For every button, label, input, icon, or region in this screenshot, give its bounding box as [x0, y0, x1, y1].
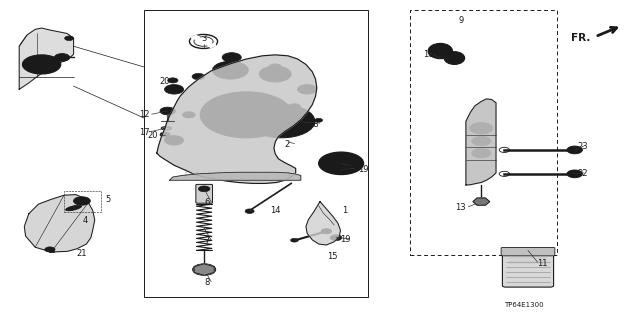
Text: 2: 2 [284, 140, 289, 149]
Circle shape [212, 61, 248, 79]
Circle shape [54, 54, 70, 61]
Circle shape [74, 197, 90, 205]
Text: 19: 19 [358, 165, 368, 174]
Text: 8: 8 [204, 278, 209, 287]
Text: 10: 10 [424, 50, 434, 59]
Polygon shape [306, 202, 340, 245]
Circle shape [28, 57, 56, 71]
Text: 1: 1 [342, 206, 347, 215]
Text: 4: 4 [83, 216, 88, 225]
Text: 11: 11 [538, 259, 548, 268]
Text: 5: 5 [105, 195, 110, 204]
Circle shape [170, 87, 179, 92]
Text: 3: 3 [201, 34, 206, 43]
Circle shape [192, 73, 205, 80]
Wedge shape [204, 41, 216, 48]
Circle shape [330, 235, 342, 241]
Circle shape [259, 66, 291, 82]
Circle shape [315, 118, 323, 122]
Circle shape [321, 229, 332, 234]
Circle shape [227, 55, 236, 60]
Circle shape [160, 107, 175, 115]
Text: 6: 6 [204, 198, 209, 207]
Circle shape [22, 55, 61, 74]
Circle shape [164, 136, 184, 145]
Text: 14: 14 [270, 206, 280, 215]
Circle shape [291, 238, 298, 242]
Circle shape [472, 148, 491, 158]
Circle shape [472, 136, 491, 146]
Circle shape [335, 167, 346, 173]
Circle shape [256, 108, 307, 134]
Circle shape [248, 105, 315, 138]
Circle shape [208, 96, 285, 134]
FancyBboxPatch shape [502, 249, 554, 287]
Circle shape [230, 108, 253, 119]
Text: 12: 12 [139, 110, 149, 119]
Circle shape [245, 209, 254, 213]
Polygon shape [24, 195, 95, 252]
Circle shape [182, 112, 195, 118]
Text: 19: 19 [340, 235, 351, 244]
Text: 18: 18 [308, 120, 319, 129]
Circle shape [319, 152, 364, 174]
Polygon shape [157, 55, 317, 183]
Text: 9: 9 [458, 16, 463, 25]
Circle shape [164, 85, 184, 94]
Circle shape [198, 266, 211, 273]
Polygon shape [19, 28, 74, 89]
Text: TP64E1300: TP64E1300 [504, 302, 543, 308]
Polygon shape [473, 198, 490, 205]
Polygon shape [194, 264, 214, 275]
Text: FR.: FR. [572, 33, 591, 43]
Circle shape [45, 247, 55, 252]
Text: 13: 13 [456, 203, 466, 212]
Text: 7: 7 [204, 236, 209, 245]
Circle shape [222, 53, 241, 62]
Text: 16: 16 [339, 165, 349, 174]
Text: 23: 23 [577, 142, 588, 151]
Ellipse shape [428, 43, 452, 59]
Text: 20: 20 [160, 77, 170, 86]
Polygon shape [170, 172, 301, 180]
Circle shape [266, 69, 285, 79]
Polygon shape [466, 99, 496, 185]
Circle shape [269, 115, 294, 128]
Text: 21: 21 [76, 249, 86, 258]
Text: 20: 20 [147, 131, 157, 140]
Circle shape [170, 138, 179, 143]
Circle shape [567, 170, 582, 178]
Circle shape [303, 87, 312, 92]
Text: 15: 15 [328, 252, 338, 261]
Circle shape [296, 121, 303, 124]
Circle shape [168, 78, 178, 83]
Circle shape [325, 155, 357, 171]
Circle shape [269, 64, 282, 70]
Ellipse shape [447, 53, 461, 63]
Ellipse shape [431, 45, 449, 57]
FancyBboxPatch shape [196, 184, 212, 203]
Circle shape [470, 122, 493, 134]
Circle shape [160, 132, 170, 137]
Circle shape [288, 104, 301, 110]
Circle shape [219, 64, 242, 76]
Circle shape [218, 101, 266, 125]
Circle shape [567, 146, 582, 154]
FancyBboxPatch shape [501, 248, 555, 256]
Circle shape [298, 85, 317, 94]
Ellipse shape [444, 52, 465, 64]
Wedge shape [191, 35, 204, 41]
Circle shape [200, 92, 292, 138]
Text: 22: 22 [577, 169, 588, 178]
Ellipse shape [66, 205, 81, 211]
Circle shape [198, 186, 210, 192]
Circle shape [193, 264, 216, 275]
Text: 17: 17 [139, 128, 149, 137]
Circle shape [65, 36, 74, 41]
